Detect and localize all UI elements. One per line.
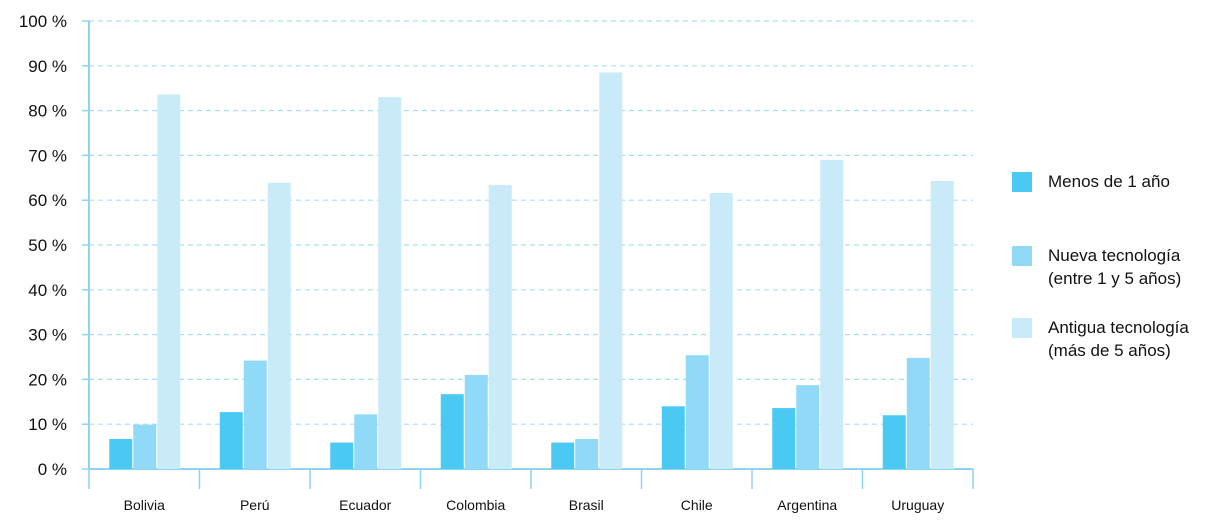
bar [464,374,488,469]
x-tick-label: Argentina [777,497,837,513]
bar [133,424,157,469]
bar [930,180,954,469]
y-tick-label: 20 % [28,370,67,389]
bar [109,438,133,469]
legend-swatch [1012,318,1032,338]
bar [330,442,354,469]
bar [219,412,243,469]
bar [820,159,844,469]
bar [157,94,181,470]
y-tick-label: 40 % [28,281,67,300]
bar [685,355,709,469]
bar [551,442,575,469]
bar [440,394,464,469]
y-tick-label: 70 % [28,146,67,165]
legend-label: Nueva tecnología (entre 1 y 5 años) [1048,246,1182,288]
x-tick-label: Brasil [569,497,604,513]
legend-label: Antigua tecnología (más de 5 años) [1048,318,1189,360]
legend-item-nueva-tecnologia: Nueva tecnología (entre 1 y 5 años) [1012,244,1181,290]
x-tick-label: Chile [681,497,713,513]
y-tick-label: 100 % [19,12,67,31]
bar [906,357,930,469]
x-tick-label: Ecuador [339,497,391,513]
bar [243,360,267,469]
x-tick-label: Colombia [446,497,505,513]
y-tick-label: 80 % [28,102,67,121]
bar [599,72,623,470]
legend-swatch [1012,246,1032,266]
legend-item-menos-de-1-ano: Menos de 1 año [1012,170,1170,193]
bar [267,182,291,469]
y-tick-label: 60 % [28,191,67,210]
bar [709,193,733,470]
bar [882,415,906,469]
y-tick-label: 90 % [28,57,67,76]
y-tick-label: 30 % [28,326,67,345]
legend-item-antigua-tecnologia: Antigua tecnología (más de 5 años) [1012,316,1189,362]
x-tick-label: Uruguay [891,497,944,513]
bar [354,414,378,469]
legend-label: Menos de 1 año [1048,172,1170,191]
bar [661,406,685,469]
y-tick-label: 10 % [28,415,67,434]
legend-swatch [1012,172,1032,192]
bar [772,408,796,469]
bar [575,438,599,469]
y-tick-label: 0 % [38,460,67,479]
x-tick-label: Perú [240,497,270,513]
bar [378,97,402,469]
y-tick-label: 50 % [28,236,67,255]
bar [488,184,512,469]
x-tick-label: Bolivia [124,497,165,513]
bar [796,385,820,469]
